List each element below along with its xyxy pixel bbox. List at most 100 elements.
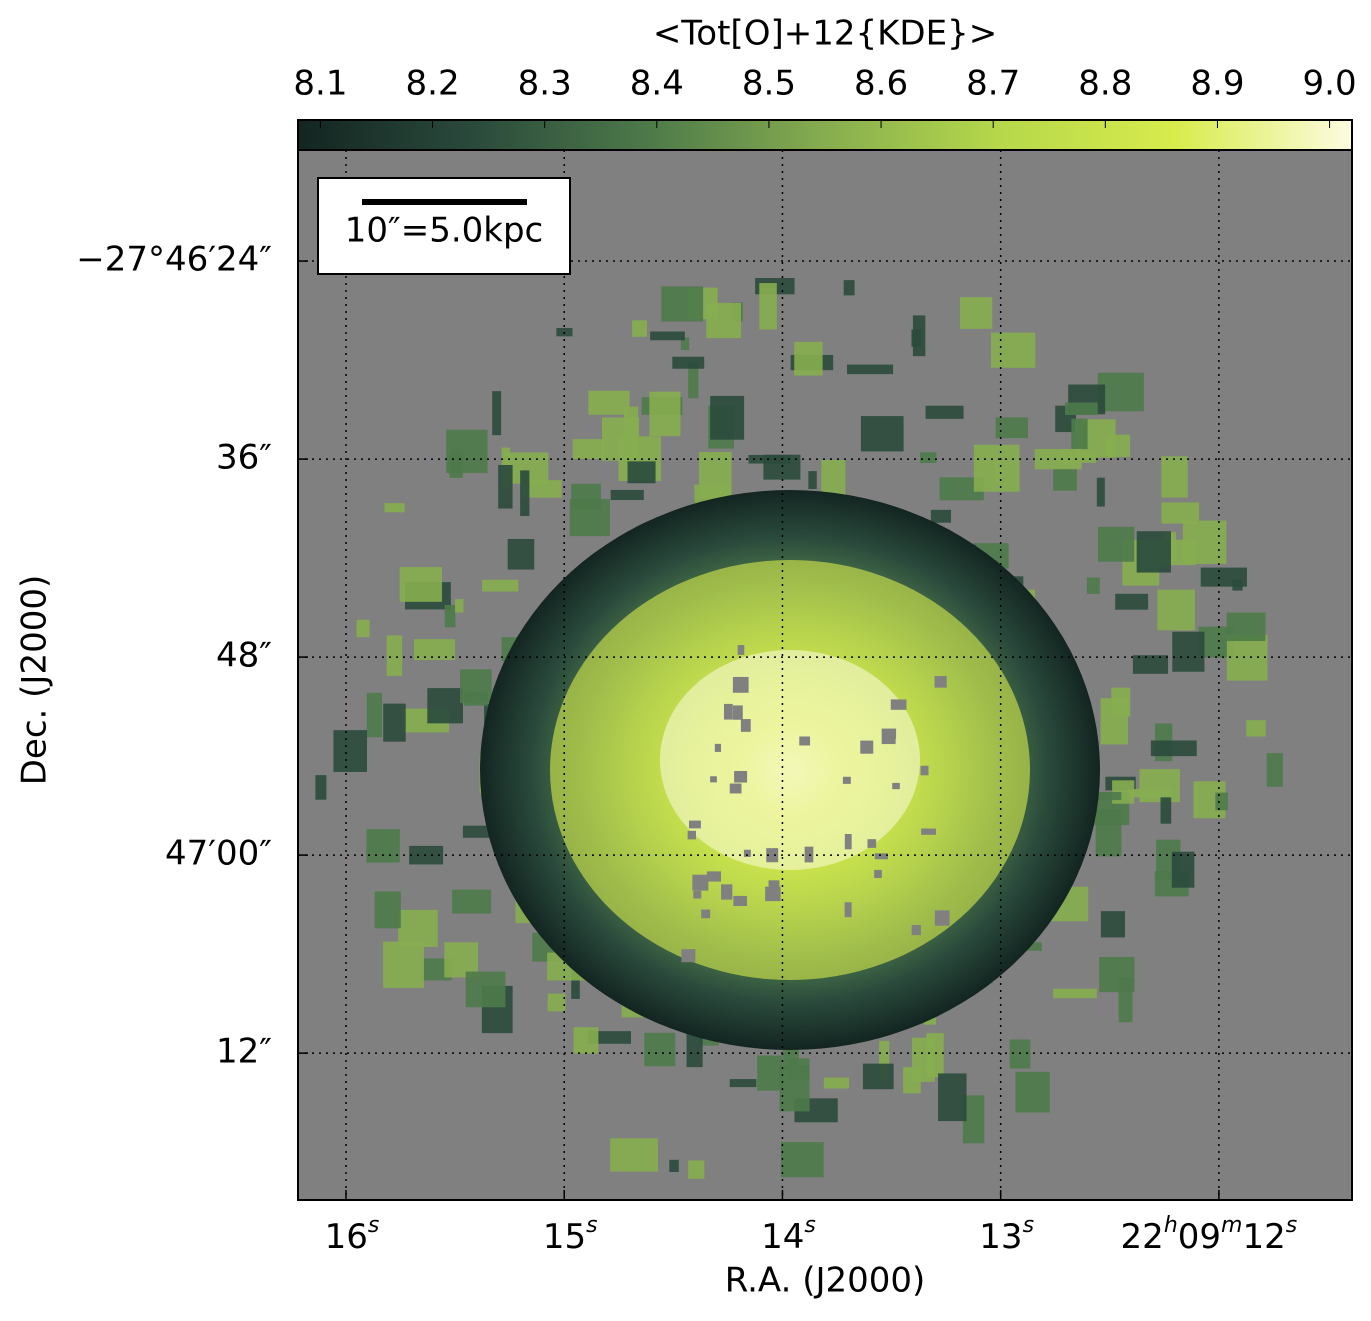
colorbar-tick-label: 8.4 (630, 64, 684, 104)
map-hole (737, 645, 745, 655)
x-tick-unit: h (1164, 1213, 1178, 1238)
map-patch (757, 1055, 783, 1091)
map-hole (860, 740, 874, 754)
map-patch (459, 669, 492, 704)
x-tick-unit: m (1221, 1213, 1242, 1238)
map-hole (920, 765, 929, 776)
map-patch (1009, 1039, 1031, 1069)
map-patch (1097, 526, 1135, 562)
map-hole (874, 869, 882, 879)
map-core-center (660, 650, 920, 870)
map-patch (498, 464, 513, 509)
colorbar-title: <Tot[O]+12{KDE}> (653, 14, 997, 54)
map-patch (823, 1077, 850, 1089)
map-patch (911, 329, 922, 347)
map-patch (399, 567, 442, 602)
map-patch (1226, 634, 1268, 681)
x-tick-number: 12 (1242, 1217, 1285, 1257)
map-patch (452, 889, 492, 914)
map-hole (693, 890, 702, 899)
map-patch (1115, 593, 1149, 610)
x-tick-unit: s (586, 1213, 597, 1238)
map-hole (740, 719, 751, 732)
map-patch (1095, 809, 1122, 857)
map-patch (384, 503, 405, 513)
map-hole (842, 776, 851, 784)
map-patch (686, 1030, 703, 1068)
map-patch (1015, 1071, 1050, 1113)
map-patch (1246, 720, 1266, 737)
map-patch (1171, 851, 1195, 888)
map-patch (571, 968, 580, 999)
map-patch (627, 461, 656, 484)
map-patch (860, 416, 904, 452)
map-patch (455, 599, 464, 613)
map-patch (995, 417, 1029, 439)
map-hole (729, 783, 742, 794)
map-patch (990, 332, 1036, 368)
map-patch (925, 405, 964, 419)
map-patch (1200, 567, 1247, 587)
y-tick-label: 47′00″ (165, 834, 272, 874)
map-patch (1161, 456, 1188, 498)
map-patch (1058, 450, 1097, 463)
map-hole (743, 849, 751, 857)
scale-bar-label: 10″=5.0kpc (345, 211, 544, 251)
map-patch (688, 362, 699, 399)
colorbar-tick-label: 8.3 (518, 64, 572, 104)
map-patch (710, 395, 745, 440)
x-tick-label: 15s (543, 1213, 598, 1257)
map-hole (804, 846, 814, 863)
map-patch (920, 452, 937, 463)
map-patch (1105, 434, 1131, 457)
map-patch (356, 619, 370, 638)
colorbar (297, 119, 1353, 151)
colorbar-tick-label: 8.9 (1190, 64, 1244, 104)
map-hole (732, 676, 749, 693)
map-hole (721, 884, 733, 900)
map-patch (1065, 402, 1098, 415)
scale-bar-box (317, 177, 571, 275)
map-patch (706, 302, 741, 339)
overlay: 16s 15s 14s 13s 22h09m12s−27°46′24″36″48″47′… (76, 149, 1353, 1257)
map-hole (701, 909, 711, 919)
map-patch (962, 1095, 985, 1144)
map-patch (1215, 792, 1228, 811)
map-hole (732, 705, 743, 720)
colorbar-tick-label: 8.1 (293, 64, 347, 104)
map-patch (644, 1032, 676, 1067)
map-patch (1111, 687, 1131, 717)
map-patch (521, 480, 562, 498)
map-patch (661, 286, 704, 322)
y-tick-label: 48″ (216, 636, 272, 676)
map-patch (1086, 577, 1100, 594)
y-axis-label: Dec. (J2000) (15, 575, 55, 786)
colorbar-tick-label: 9.0 (1303, 64, 1357, 104)
map-patch (649, 391, 681, 437)
map-patch (572, 439, 605, 459)
map-patch (520, 470, 530, 517)
map-patch (1053, 468, 1077, 491)
map-patch (1266, 753, 1283, 787)
map-patch (680, 337, 690, 351)
map-patch (366, 829, 400, 863)
map-hole (934, 676, 947, 688)
map-patch (794, 341, 823, 376)
map-patch (444, 604, 456, 628)
map-hole (734, 770, 748, 783)
map-hole (911, 925, 921, 936)
map-patch (1127, 788, 1173, 798)
map-patch (808, 471, 817, 490)
x-axis-label: R.A. (J2000) (725, 1261, 926, 1301)
map-patch (759, 283, 777, 330)
map-patch (1161, 502, 1199, 524)
map-patch (427, 688, 463, 724)
map-hole (681, 949, 696, 963)
y-tick-label: 36″ (216, 438, 272, 478)
map-patch (413, 639, 456, 661)
map-patch (924, 1015, 937, 1025)
map-patch (780, 1142, 824, 1178)
x-tick-number: 14 (761, 1217, 804, 1257)
map-patch (843, 280, 855, 296)
map-patch (315, 775, 327, 800)
